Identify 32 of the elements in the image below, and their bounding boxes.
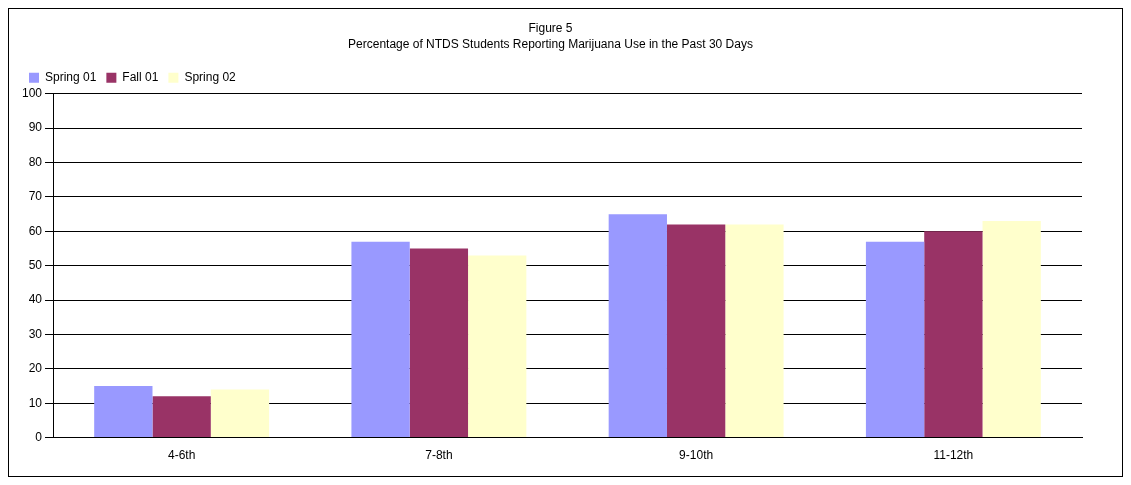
y-tick-label: 50 — [28, 258, 43, 273]
legend-label: Spring 02 — [184, 70, 237, 85]
y-tick-label: 90 — [28, 120, 43, 135]
bar — [982, 221, 1041, 438]
y-tick-label: 40 — [28, 292, 43, 307]
bar — [94, 386, 153, 438]
bar — [924, 231, 983, 438]
y-tick-label: 60 — [28, 223, 43, 238]
chart-subtitle: Percentage of NTDS Students Reporting Marijuana Use in the Past 30 Days — [348, 36, 753, 51]
x-tick-label: 11-12th — [933, 448, 974, 463]
bar — [152, 396, 211, 438]
y-tick-label: 80 — [28, 154, 43, 169]
bar — [725, 224, 784, 438]
bar — [608, 214, 667, 438]
y-tick-label: 70 — [28, 189, 43, 204]
bar — [865, 241, 925, 438]
chart-title: Figure 5 — [528, 20, 573, 35]
bar — [210, 389, 270, 438]
x-tick-label: 4-6th — [167, 448, 196, 463]
y-tick-label: 100 — [21, 86, 43, 101]
bar — [468, 255, 527, 438]
legend-label: Spring 01 — [45, 70, 97, 85]
bar — [351, 241, 410, 438]
bar — [409, 248, 469, 438]
y-tick-label: 20 — [28, 361, 43, 376]
y-tick-label: 10 — [28, 395, 43, 410]
legend-label: Fall 01 — [122, 70, 159, 85]
x-tick-label: 7-8th — [425, 448, 453, 463]
bar — [666, 224, 726, 438]
y-tick-label: 0 — [35, 429, 43, 444]
y-tick-label: 30 — [28, 326, 43, 341]
x-tick-label: 9-10th — [679, 448, 714, 463]
